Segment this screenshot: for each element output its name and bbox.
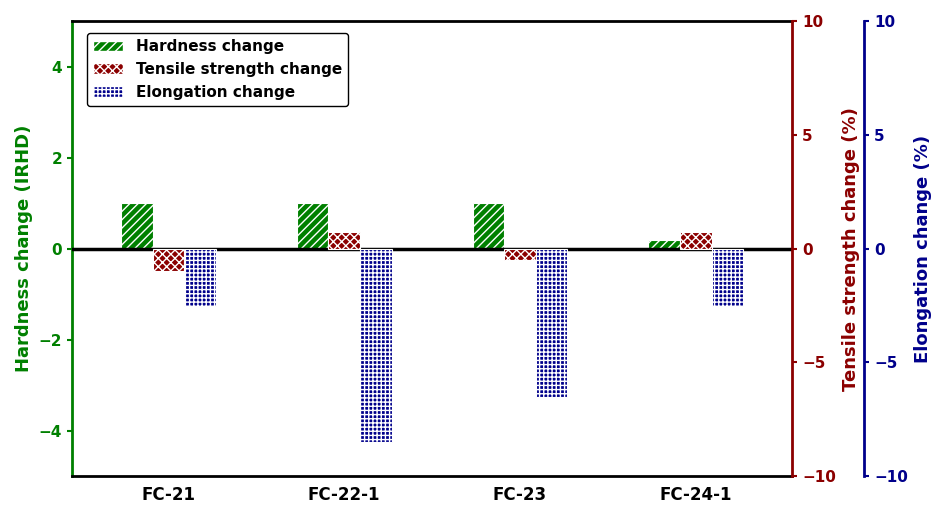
Y-axis label: Hardness change (IRHD): Hardness change (IRHD) [15, 125, 33, 372]
Legend: Hardness change, Tensile strength change, Elongation change: Hardness change, Tensile strength change… [86, 33, 348, 106]
Bar [184, 249, 216, 306]
Bar [472, 203, 504, 249]
Y-axis label: Tensile strength change (%): Tensile strength change (%) [842, 107, 860, 391]
Bar [153, 249, 184, 271]
Bar [504, 249, 536, 260]
Bar [712, 249, 743, 306]
Bar [121, 203, 153, 249]
Bar [328, 231, 360, 249]
Bar [360, 249, 392, 442]
Bar [297, 203, 328, 249]
Bar [648, 240, 680, 249]
Bar [536, 249, 568, 397]
Y-axis label: Elongation change (%): Elongation change (%) [914, 134, 932, 363]
Bar [680, 231, 712, 249]
